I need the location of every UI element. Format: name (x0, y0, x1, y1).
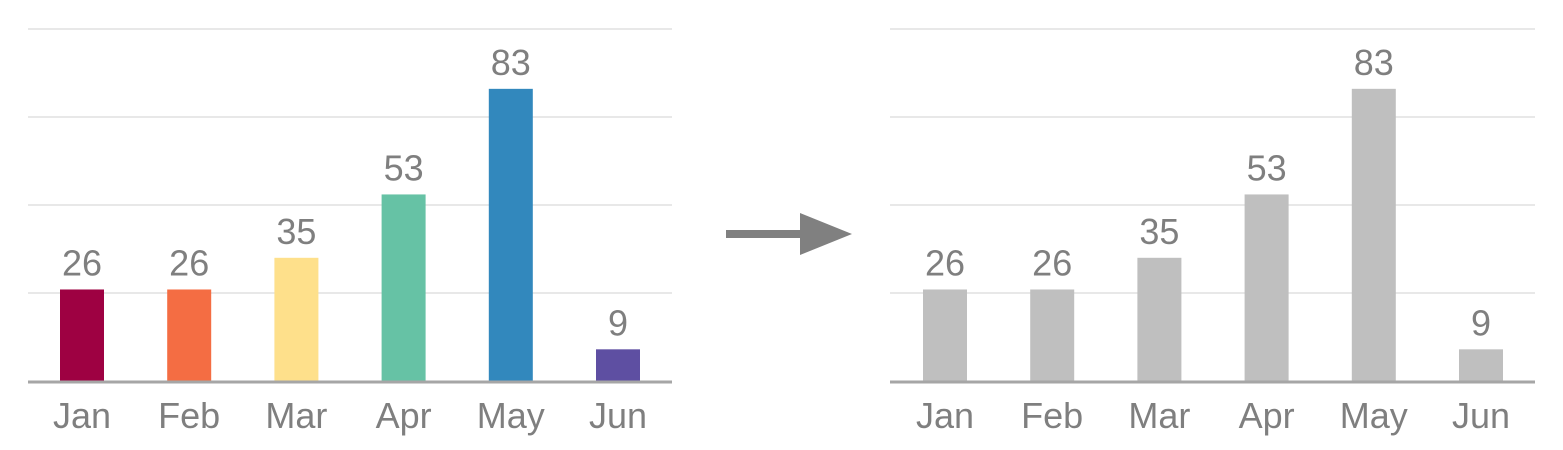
bar-jan (60, 289, 104, 381)
x-tick-label: Feb (1021, 395, 1083, 436)
data-label: 53 (384, 147, 424, 188)
chart-gray: 26 Jan 26 Feb 35 Mar 53 Apr 83 May 9 Jun (890, 28, 1535, 436)
x-tick-label: Mar (1128, 395, 1190, 436)
data-label: 53 (1247, 147, 1287, 188)
bar-jan (923, 289, 967, 381)
x-tick-label: Jun (1452, 395, 1510, 436)
data-label: 9 (1471, 302, 1491, 343)
arrow-right-icon (726, 213, 852, 255)
x-tick-label: Jan (916, 395, 974, 436)
bar-feb (1030, 289, 1075, 381)
x-tick-label: Apr (1239, 395, 1295, 436)
x-tick-label: Jun (589, 395, 647, 436)
data-label: 83 (491, 42, 531, 83)
bar-mar (274, 257, 319, 381)
x-tick-label: Apr (376, 395, 432, 436)
bar-mar (1137, 257, 1182, 381)
x-tick-label: May (1340, 395, 1408, 436)
bar-jun (1459, 349, 1503, 381)
chart-colored: 26 Jan 26 Feb 35 Mar 53 Apr 83 May 9 Jun (28, 28, 672, 436)
bar-feb (167, 289, 212, 381)
data-label: 26 (1032, 242, 1072, 283)
x-tick-label: May (477, 395, 545, 436)
data-label: 35 (1139, 211, 1179, 252)
bar-jun (596, 349, 640, 381)
bar-apr (1244, 194, 1289, 381)
data-label: 83 (1354, 42, 1394, 83)
data-label: 26 (925, 242, 965, 283)
data-label: 26 (62, 242, 102, 283)
x-tick-label: Jan (53, 395, 111, 436)
data-label: 26 (169, 242, 209, 283)
data-label: 35 (276, 211, 316, 252)
x-tick-label: Mar (265, 395, 327, 436)
data-label: 9 (608, 302, 628, 343)
x-tick-label: Feb (158, 395, 220, 436)
bar-may (1351, 88, 1396, 381)
bar-may (488, 88, 533, 381)
bar-apr (381, 194, 426, 381)
